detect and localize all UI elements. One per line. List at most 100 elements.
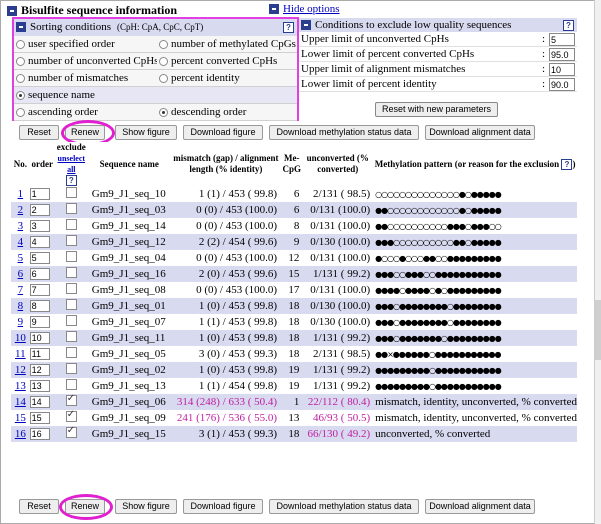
reset-button[interactable]: Reset [19, 125, 59, 140]
row-number-link[interactable]: 1 [17, 188, 24, 200]
unconverted-value: 1/131 ( 99.2) [302, 330, 374, 346]
row-number-link[interactable]: 16 [14, 428, 26, 440]
order-input[interactable] [29, 268, 50, 280]
collapse-icon[interactable] [16, 22, 26, 33]
sort-option[interactable]: percent identity [157, 70, 297, 87]
sort-option-label: descending order [171, 106, 247, 118]
row-number-link[interactable]: 4 [17, 236, 24, 248]
sort-option[interactable]: descending order [157, 104, 297, 121]
help-icon[interactable]: ? [561, 158, 573, 170]
help-icon[interactable]: ? [65, 175, 77, 186]
download-alignment-button[interactable]: Download alignment data [425, 499, 535, 514]
help-icon[interactable]: ? [283, 22, 294, 33]
order-input[interactable] [29, 316, 50, 328]
row-number-link[interactable]: 8 [17, 300, 24, 312]
radio-icon[interactable] [159, 56, 168, 66]
radio-icon[interactable] [16, 73, 25, 83]
exclude-checkbox[interactable] [65, 425, 77, 438]
collapse-icon[interactable] [7, 5, 17, 16]
exclude-checkbox[interactable] [65, 315, 77, 326]
unselect-all-link[interactable]: unselect all [57, 154, 86, 174]
download-alignment-button[interactable]: Download alignment data [425, 125, 535, 140]
collapse-icon[interactable] [301, 20, 311, 31]
radio-icon[interactable] [16, 107, 25, 117]
radio-icon[interactable] [16, 90, 25, 100]
order-input[interactable] [29, 380, 50, 392]
sort-option[interactable]: sequence name [14, 87, 157, 104]
order-input[interactable] [29, 188, 50, 200]
order-input[interactable] [29, 220, 50, 232]
radio-icon[interactable] [159, 107, 168, 117]
exclude-checkbox[interactable] [65, 331, 77, 342]
download-figure-button[interactable]: Download figure [183, 125, 263, 140]
exclude-checkbox[interactable] [65, 393, 77, 406]
order-input[interactable] [29, 332, 50, 344]
row-number-link[interactable]: 10 [14, 332, 26, 344]
sort-option[interactable]: number of unconverted CpHs [14, 53, 158, 70]
hide-options[interactable]: Hide options [269, 3, 340, 15]
radio-icon[interactable] [16, 56, 25, 66]
row-number-link[interactable]: 15 [14, 412, 26, 424]
exclude-checkbox[interactable] [65, 363, 77, 374]
exclusion-label: Lower limit of percent identity [301, 78, 437, 90]
help-icon[interactable]: ? [563, 20, 574, 31]
row-number-link[interactable]: 11 [15, 348, 26, 360]
order-input[interactable] [29, 252, 50, 264]
row-number-link[interactable]: 12 [14, 364, 26, 376]
exclude-checkbox[interactable] [65, 347, 77, 358]
reset-button[interactable]: Reset [19, 499, 59, 514]
exclude-checkbox[interactable] [65, 299, 77, 310]
scrollbar-thumb[interactable] [595, 300, 601, 360]
exclusion-input[interactable] [549, 48, 575, 61]
order-input[interactable] [29, 396, 50, 408]
row-number-link[interactable]: 13 [14, 380, 26, 392]
radio-icon[interactable] [159, 73, 168, 83]
order-input[interactable] [29, 412, 50, 424]
order-input[interactable] [29, 204, 50, 216]
sequence-name: Gm9_J1_seq_10 [87, 186, 171, 202]
radio-icon[interactable] [16, 39, 25, 49]
radio-icon[interactable] [159, 39, 168, 49]
exclusion-input[interactable] [549, 33, 575, 46]
exclude-checkbox[interactable] [65, 283, 77, 294]
download-status-button[interactable]: Download methylation status data [269, 499, 419, 514]
order-input[interactable] [29, 348, 50, 360]
row-number-link[interactable]: 2 [17, 204, 24, 216]
sort-option[interactable]: ascending order [14, 104, 157, 121]
sort-option[interactable]: number of mismatches [14, 70, 157, 87]
exclusion-input[interactable] [549, 63, 575, 76]
hide-options-link[interactable]: Hide options [283, 3, 340, 15]
exclude-checkbox[interactable] [65, 251, 77, 262]
order-input[interactable] [29, 300, 50, 312]
download-status-button[interactable]: Download methylation status data [269, 125, 419, 140]
exclude-checkbox[interactable] [65, 267, 77, 278]
order-input[interactable] [29, 364, 50, 376]
exclude-checkbox[interactable] [65, 219, 77, 230]
exclusion-input[interactable] [549, 78, 575, 91]
order-input[interactable] [29, 284, 50, 296]
show-figure-button[interactable]: Show figure [115, 125, 177, 140]
sequence-name: Gm9_J1_seq_16 [87, 266, 171, 282]
order-input[interactable] [29, 428, 50, 440]
exclude-checkbox[interactable] [65, 235, 77, 246]
col-pattern: Methylation pattern (or reason for the e… [373, 142, 577, 186]
row-number-link[interactable]: 6 [17, 268, 24, 280]
order-input[interactable] [29, 236, 50, 248]
row-number-link[interactable]: 3 [17, 220, 24, 232]
reset-new-params-button[interactable]: Reset with new parameters [375, 102, 499, 117]
row-number-link[interactable]: 7 [17, 284, 24, 296]
sort-option[interactable]: percent converted CpHs [157, 53, 297, 70]
row-number-link[interactable]: 9 [17, 316, 24, 328]
row-number-link[interactable]: 14 [14, 396, 26, 408]
exclude-checkbox[interactable] [65, 187, 77, 198]
show-figure-button[interactable]: Show figure [115, 499, 177, 514]
sort-option[interactable]: number of methylated CpGs [157, 36, 297, 53]
row-number-link[interactable]: 5 [17, 252, 24, 264]
exclude-checkbox[interactable] [65, 409, 77, 422]
download-figure-button[interactable]: Download figure [183, 499, 263, 514]
sort-option[interactable]: user specified order [14, 36, 157, 53]
exclude-checkbox[interactable] [65, 379, 77, 390]
scrollbar[interactable] [594, 0, 601, 524]
exclude-checkbox[interactable] [65, 203, 77, 214]
